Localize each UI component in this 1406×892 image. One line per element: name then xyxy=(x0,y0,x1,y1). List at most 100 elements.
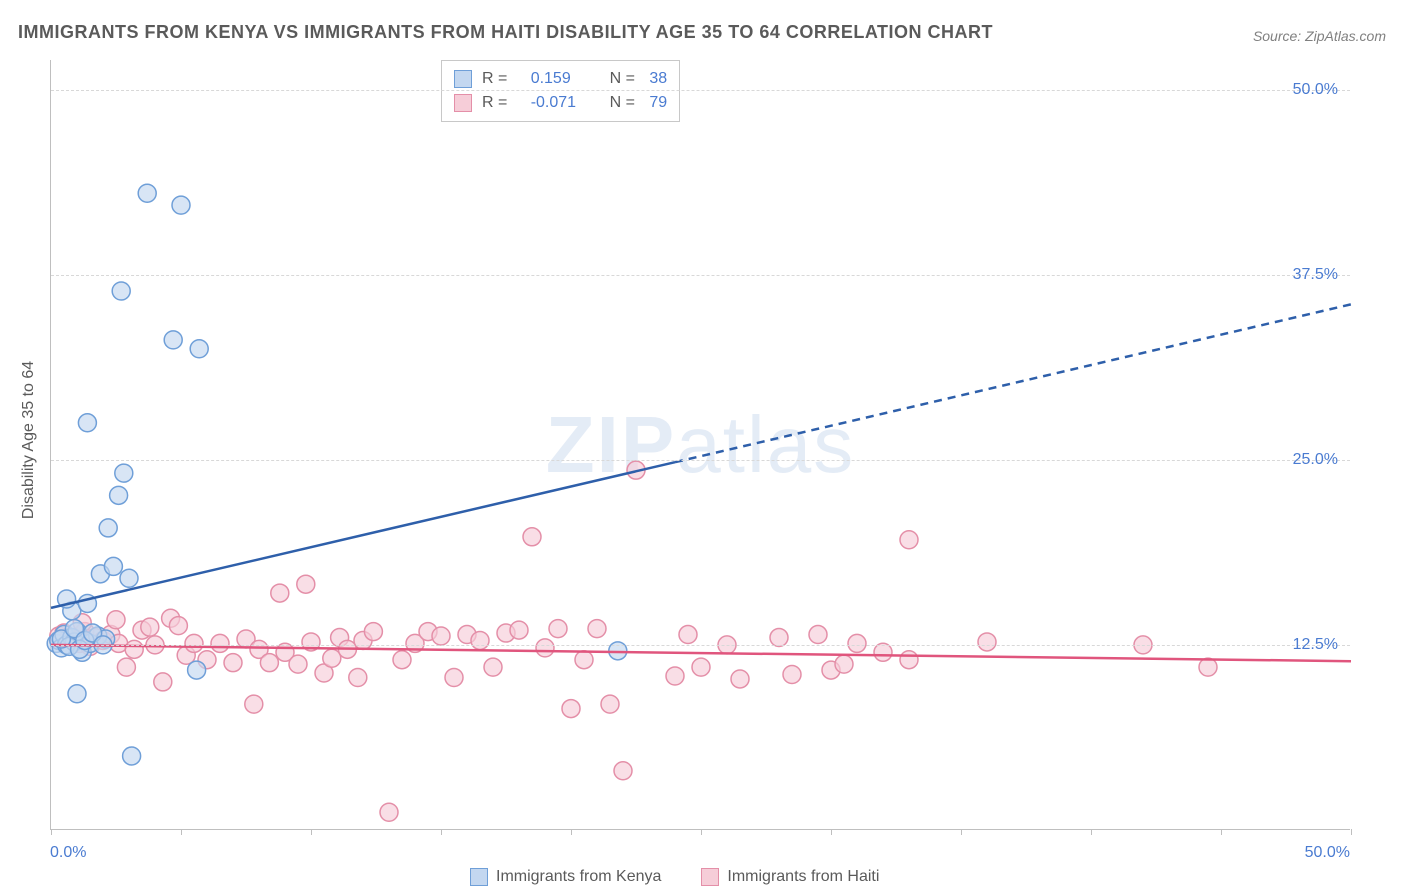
data-point xyxy=(224,654,242,672)
chart-title: IMMIGRANTS FROM KENYA VS IMMIGRANTS FROM… xyxy=(18,22,993,43)
data-point xyxy=(190,340,208,358)
data-point xyxy=(349,668,367,686)
data-point xyxy=(364,623,382,641)
y-tick-label: 50.0% xyxy=(1293,81,1338,99)
legend-n-label: N = xyxy=(601,94,640,112)
x-tick xyxy=(831,829,832,835)
data-point xyxy=(289,655,307,673)
data-point xyxy=(138,184,156,202)
data-point xyxy=(692,658,710,676)
data-point xyxy=(471,631,489,649)
legend-n-value: 79 xyxy=(649,94,667,112)
x-axis-end-label: 50.0% xyxy=(1305,844,1350,862)
y-axis-label: Disability Age 35 to 64 xyxy=(20,361,38,519)
legend-swatch xyxy=(470,868,488,886)
legend-item: Immigrants from Haiti xyxy=(701,868,879,886)
data-point xyxy=(809,626,827,644)
data-point xyxy=(185,634,203,652)
data-point xyxy=(188,661,206,679)
legend-row: R = -0.071 N = 79 xyxy=(454,91,667,115)
legend-n-label: N = xyxy=(601,70,640,88)
data-point xyxy=(1199,658,1217,676)
data-point xyxy=(99,519,117,537)
x-tick xyxy=(571,829,572,835)
data-point xyxy=(110,486,128,504)
data-point xyxy=(900,531,918,549)
data-point xyxy=(271,584,289,602)
data-point xyxy=(245,695,263,713)
x-tick xyxy=(1091,829,1092,835)
data-point xyxy=(549,620,567,638)
data-point xyxy=(78,414,96,432)
trend-line xyxy=(51,462,675,608)
data-point xyxy=(393,651,411,669)
correlation-legend: R = 0.159 N = 38 R = -0.071 N = 79 xyxy=(441,60,680,122)
data-point xyxy=(104,557,122,575)
x-axis-start-label: 0.0% xyxy=(50,844,86,862)
data-point xyxy=(169,617,187,635)
legend-swatch xyxy=(454,94,472,112)
data-point xyxy=(117,658,135,676)
data-point xyxy=(510,621,528,639)
x-tick xyxy=(961,829,962,835)
data-point xyxy=(154,673,172,691)
x-tick xyxy=(1221,829,1222,835)
legend-label: Immigrants from Haiti xyxy=(727,868,879,886)
data-point xyxy=(575,651,593,669)
data-point xyxy=(260,654,278,672)
data-point xyxy=(484,658,502,676)
data-point xyxy=(874,643,892,661)
gridline xyxy=(51,90,1350,91)
x-tick xyxy=(181,829,182,835)
data-point xyxy=(562,700,580,718)
legend-n-value: 38 xyxy=(649,70,667,88)
data-point xyxy=(125,640,143,658)
data-point xyxy=(601,695,619,713)
legend-label: Immigrants from Kenya xyxy=(496,868,661,886)
legend-r-label: R = xyxy=(482,94,521,112)
data-point xyxy=(835,655,853,673)
gridline xyxy=(51,275,1350,276)
data-point xyxy=(68,685,86,703)
data-point xyxy=(141,618,159,636)
x-tick xyxy=(701,829,702,835)
series-legend: Immigrants from Kenya Immigrants from Hai… xyxy=(470,868,879,886)
gridline xyxy=(51,645,1350,646)
legend-swatch xyxy=(701,868,719,886)
source-attribution: Source: ZipAtlas.com xyxy=(1253,28,1386,44)
data-point xyxy=(900,651,918,669)
data-point xyxy=(614,762,632,780)
data-point xyxy=(445,668,463,686)
y-tick-label: 25.0% xyxy=(1293,451,1338,469)
data-point xyxy=(107,611,125,629)
y-tick-label: 12.5% xyxy=(1293,636,1338,654)
legend-r-value: 0.159 xyxy=(531,70,591,88)
x-tick xyxy=(1351,829,1352,835)
data-point xyxy=(211,634,229,652)
plot-area: ZIPatlas R = 0.159 N = 38R = -0.071 N = … xyxy=(50,60,1350,830)
legend-swatch xyxy=(454,70,472,88)
chart-svg xyxy=(51,60,1350,829)
data-point xyxy=(120,569,138,587)
legend-item: Immigrants from Kenya xyxy=(470,868,661,886)
data-point xyxy=(588,620,606,638)
data-point xyxy=(783,666,801,684)
data-point xyxy=(380,803,398,821)
data-point xyxy=(432,627,450,645)
y-tick-label: 37.5% xyxy=(1293,266,1338,284)
data-point xyxy=(172,196,190,214)
data-point xyxy=(978,633,996,651)
legend-r-label: R = xyxy=(482,70,521,88)
data-point xyxy=(848,634,866,652)
data-point xyxy=(112,282,130,300)
data-point xyxy=(297,575,315,593)
x-tick xyxy=(51,829,52,835)
trend-line-extrapolated xyxy=(675,304,1351,462)
x-tick xyxy=(311,829,312,835)
data-point xyxy=(666,667,684,685)
data-point xyxy=(536,639,554,657)
legend-r-value: -0.071 xyxy=(531,94,591,112)
gridline xyxy=(51,460,1350,461)
data-point xyxy=(123,747,141,765)
data-point xyxy=(164,331,182,349)
